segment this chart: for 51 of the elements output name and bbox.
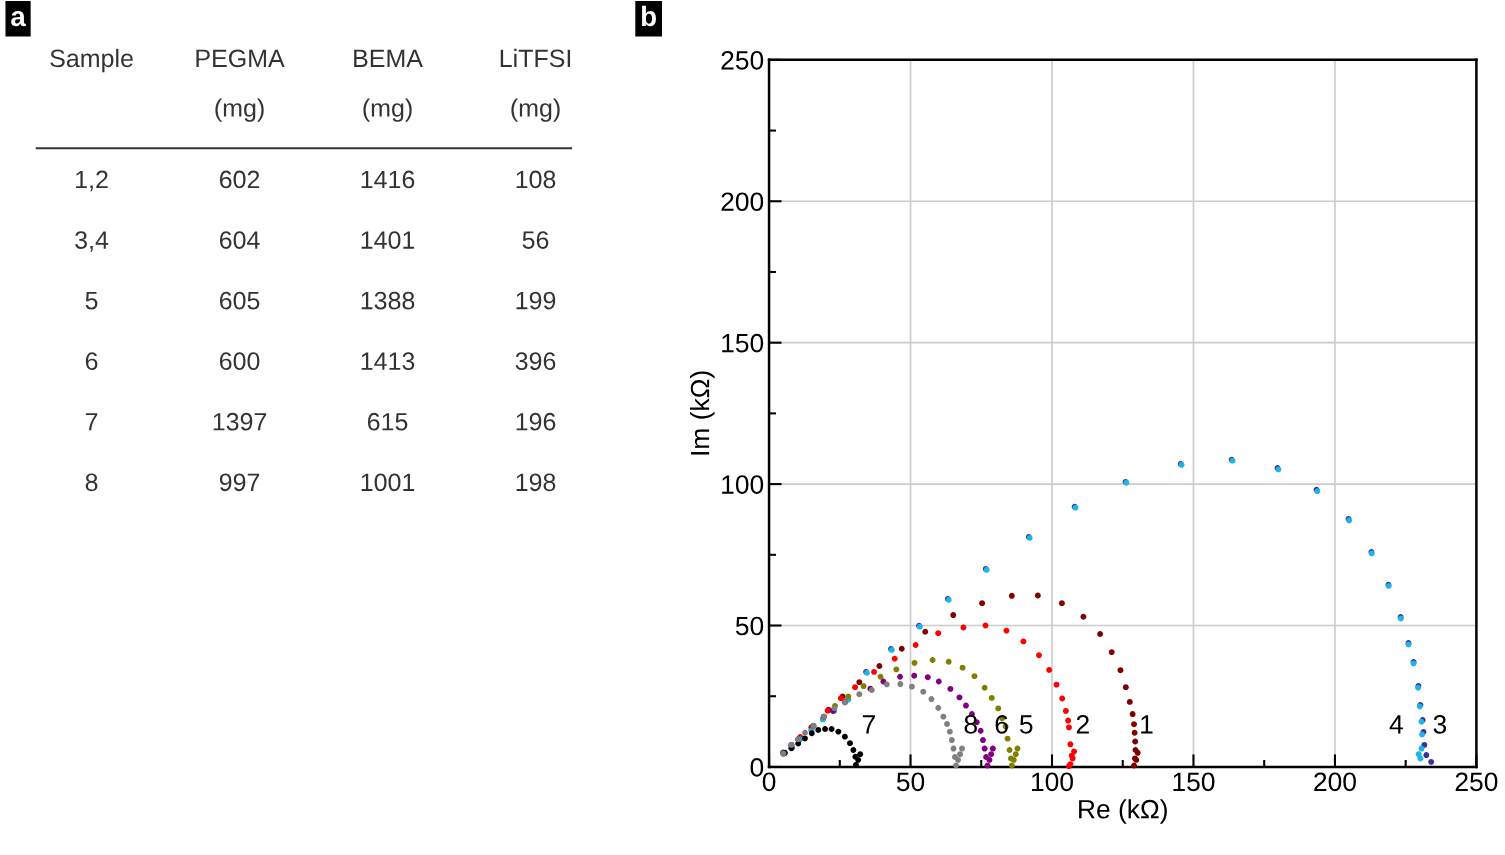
data-label: 604 bbox=[219, 231, 260, 249]
x-tick-label: 200 bbox=[1314, 772, 1356, 792]
data-label: 198 bbox=[516, 473, 556, 492]
data-label: 1388 bbox=[361, 291, 415, 310]
y-tick-label: 50 bbox=[735, 616, 764, 636]
series-label: 7 bbox=[862, 715, 875, 734]
data-label: 605 bbox=[219, 291, 260, 310]
series-label: 8 bbox=[964, 715, 977, 734]
x-tick-label: 150 bbox=[1173, 772, 1215, 792]
y-tick-label: 8 bbox=[85, 473, 98, 492]
data-label: 615 bbox=[367, 412, 408, 431]
series-label: 3 bbox=[1433, 715, 1447, 734]
series-label: 5 bbox=[1019, 715, 1033, 734]
x-tick-label: 250 bbox=[1455, 772, 1498, 792]
data-label: 600 bbox=[219, 352, 260, 371]
data-label: 108 bbox=[516, 170, 556, 189]
y-axis-title: Sample bbox=[50, 48, 133, 73]
category-label: BEMA (mg) bbox=[354, 49, 423, 122]
y-tick-label: 7 bbox=[85, 413, 98, 431]
y-tick-label: 1,2 bbox=[76, 170, 108, 192]
data-label: 997 bbox=[219, 473, 260, 492]
series-label: 2 bbox=[1076, 715, 1089, 734]
y-tick-label: 3,4 bbox=[75, 231, 109, 252]
y-tick-label: 100 bbox=[722, 475, 764, 494]
y-tick-label: 150 bbox=[722, 333, 764, 353]
y-tick-label: 200 bbox=[721, 192, 764, 212]
data-label: 1001 bbox=[361, 473, 415, 492]
y-tick-label: 0 bbox=[750, 758, 764, 777]
data-label: 196 bbox=[516, 412, 556, 431]
data-label: 56 bbox=[522, 231, 549, 249]
category-label: LiTFSI (mg) bbox=[500, 48, 571, 122]
series-label: 1 bbox=[1141, 715, 1153, 734]
data-label: 1401 bbox=[361, 231, 415, 249]
x-tick-label: 50 bbox=[896, 772, 925, 792]
x-axis-title: Re (kΩ) bbox=[1079, 799, 1167, 824]
y-axis-title: Im (kΩ) bbox=[690, 371, 715, 455]
data-label: 602 bbox=[219, 170, 260, 189]
y-tick-label: 250 bbox=[721, 50, 764, 70]
data-label: 1397 bbox=[213, 412, 267, 431]
series-label: 4 bbox=[1389, 715, 1403, 734]
chart-title: a bbox=[11, 11, 26, 27]
category-label: PEGMA (mg) bbox=[196, 49, 285, 122]
y-tick-label: 5 bbox=[85, 292, 98, 310]
chart-title: b bbox=[642, 5, 656, 27]
y-tick-label: 6 bbox=[85, 352, 98, 371]
data-label: 199 bbox=[516, 291, 556, 310]
data-label: 1416 bbox=[361, 170, 415, 189]
data-label: 396 bbox=[515, 352, 556, 371]
series-label: 6 bbox=[995, 715, 1008, 734]
x-tick-label: 100 bbox=[1032, 772, 1073, 792]
data-label: 1413 bbox=[361, 352, 415, 371]
